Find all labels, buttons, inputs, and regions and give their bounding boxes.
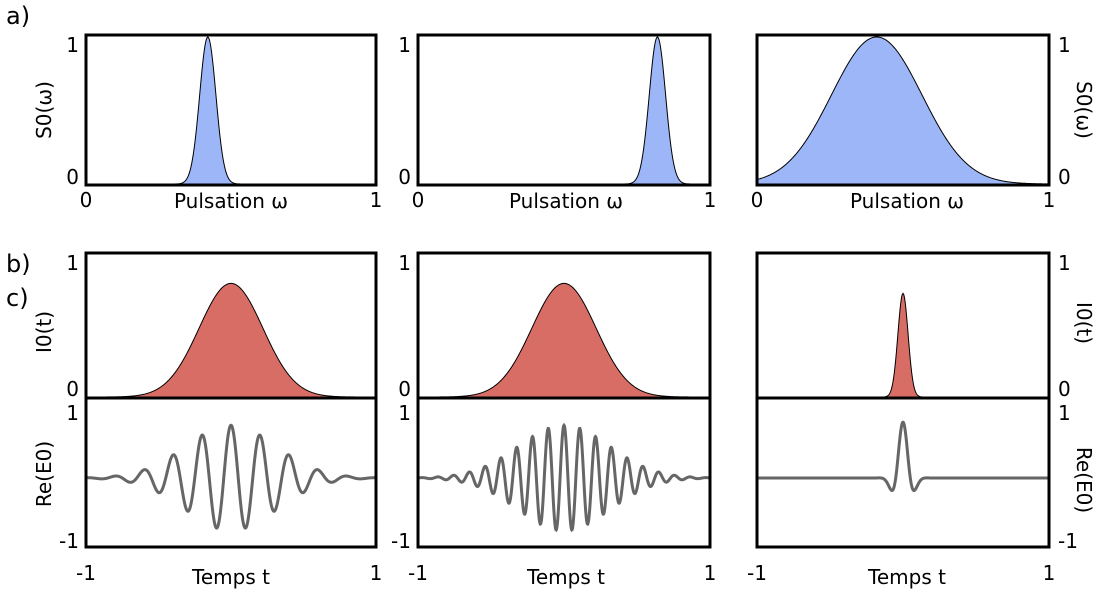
row-b-intensity: 1 0 I0(t) 1 0 1 0 I0(t) xyxy=(32,251,1096,401)
row-c-label: c) xyxy=(6,284,29,312)
plot-frame-bc3 xyxy=(755,251,1051,549)
ylabel-a1: S0(ω) xyxy=(32,81,56,139)
spectrum-fill-a2 xyxy=(418,36,710,185)
plot-frame-a1 xyxy=(84,33,378,187)
panel-b2: 1 0 xyxy=(398,251,710,401)
ylabel-c1: Re(E0) xyxy=(32,441,56,507)
xlabel-c3: Temps t xyxy=(867,565,946,589)
ytick-bottom-c3: -1 xyxy=(1058,529,1078,553)
xlabel-a1: Pulsation ω xyxy=(174,189,288,213)
panel-c3: 1 -1 -1 1 Temps t Re(E0) xyxy=(747,401,1096,589)
ytick-bottom-b2: 0 xyxy=(398,377,411,401)
panel-b1: 1 0 I0(t) xyxy=(32,251,376,401)
ytick-bottom-b3: 0 xyxy=(1058,377,1071,401)
ytick-top-a1: 1 xyxy=(66,33,79,57)
xtick-right-c2: 1 xyxy=(704,561,717,585)
xlabel-a2: Pulsation ω xyxy=(509,189,623,213)
ytick-top-a3: 1 xyxy=(1058,33,1071,57)
plot-frame-a2 xyxy=(416,33,712,187)
panel-c1: 1 -1 -1 1 Temps t Re(E0) xyxy=(32,401,382,589)
xtick-right-a3: 1 xyxy=(1043,188,1056,212)
xtick-right-a2: 1 xyxy=(704,188,717,212)
xtick-right-c3: 1 xyxy=(1043,561,1056,585)
ytick-bottom-b1: 0 xyxy=(66,377,79,401)
ytick-bottom-a2: 0 xyxy=(398,165,411,189)
ytick-top-c1: 1 xyxy=(66,401,79,425)
intensity-fill-b2 xyxy=(418,282,710,398)
xlabel-c2: Temps t xyxy=(526,565,605,589)
ytick-top-c3: 1 xyxy=(1058,401,1071,425)
bc-frames xyxy=(84,251,1051,549)
xtick-left-c1: -1 xyxy=(76,561,96,585)
row-b-label: b) xyxy=(6,250,31,278)
xtick-left-a1: 0 xyxy=(80,188,93,212)
field-curve-c2 xyxy=(417,422,711,533)
xlabel-c1: Temps t xyxy=(191,565,270,589)
intensity-fill-b3 xyxy=(757,292,1049,398)
panel-a2: 1 0 0 1 Pulsation ω xyxy=(398,33,716,213)
xtick-left-a3: 0 xyxy=(751,188,764,212)
panel-a1: 1 0 0 1 Pulsation ω S0(ω) xyxy=(32,33,382,213)
field-curve-c1 xyxy=(85,423,377,530)
ylabel-b1: I0(t) xyxy=(32,311,56,353)
ytick-bottom-a1: 0 xyxy=(66,165,79,189)
xlabel-a3: Pulsation ω xyxy=(850,189,964,213)
plot-frame-bc2 xyxy=(416,251,712,549)
field-curve-c3 xyxy=(757,420,1049,493)
ytick-bottom-c1: -1 xyxy=(59,529,79,553)
row-a-label: a) xyxy=(6,2,30,30)
xtick-right-c1: 1 xyxy=(370,561,383,585)
ylabel-c3: Re(E0) xyxy=(1072,447,1096,513)
ylabel-a3: S0(ω) xyxy=(1072,81,1096,139)
ytick-top-b2: 1 xyxy=(398,251,411,275)
plot-frame-bc1 xyxy=(84,251,378,549)
ytick-top-b3: 1 xyxy=(1058,251,1071,275)
intensity-fill-b1 xyxy=(86,282,376,398)
row-a-spectra: 1 0 0 1 Pulsation ω S0(ω) 1 0 0 1 Pulsat… xyxy=(32,33,1096,213)
xtick-right-a1: 1 xyxy=(370,188,383,212)
panel-c2: 1 -1 -1 1 Temps t xyxy=(391,401,716,589)
xtick-left-a2: 0 xyxy=(412,188,425,212)
ytick-bottom-a3: 0 xyxy=(1058,165,1071,189)
xtick-left-c2: -1 xyxy=(408,561,428,585)
ytick-top-c2: 1 xyxy=(398,401,411,425)
ylabel-b3: I0(t) xyxy=(1072,302,1096,344)
panel-a3: 1 0 0 1 Pulsation ω S0(ω) xyxy=(751,33,1096,213)
panel-b3: 1 0 I0(t) xyxy=(757,251,1096,401)
spectrum-fill-a1 xyxy=(86,36,376,185)
ytick-top-a2: 1 xyxy=(398,33,411,57)
plot-frame-a3 xyxy=(755,33,1051,187)
spectrum-fill-a3 xyxy=(756,36,1050,185)
ytick-bottom-c2: -1 xyxy=(391,529,411,553)
ytick-top-b1: 1 xyxy=(66,251,79,275)
xtick-left-c3: -1 xyxy=(747,561,767,585)
row-c-field: 1 -1 -1 1 Temps t Re(E0) 1 -1 -1 1 Temps… xyxy=(32,401,1096,589)
